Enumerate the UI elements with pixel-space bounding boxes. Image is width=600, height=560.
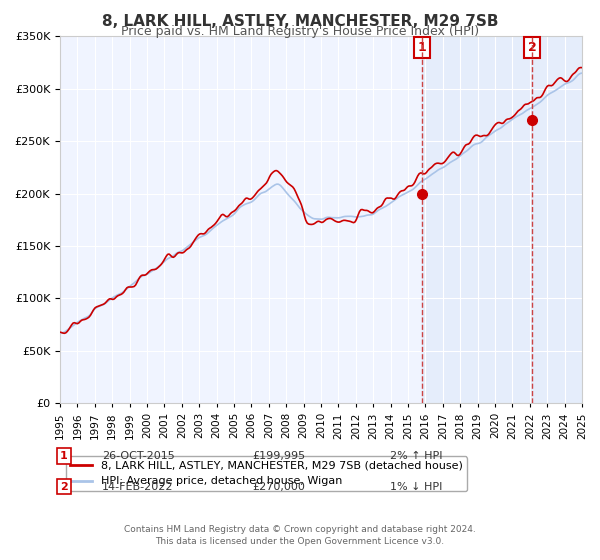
8, LARK HILL, ASTLEY, MANCHESTER, M29 7SB (detached house) <box>578 64 586 71</box>
Text: 2% ↑ HPI: 2% ↑ HPI <box>390 451 443 461</box>
8, LARK HILL, ASTLEY, MANCHESTER, M29 7SB (detached house) <box>122 286 129 293</box>
Text: 2: 2 <box>60 482 68 492</box>
Text: 8, LARK HILL, ASTLEY, MANCHESTER, M29 7SB: 8, LARK HILL, ASTLEY, MANCHESTER, M29 7S… <box>102 14 498 29</box>
Text: 1% ↓ HPI: 1% ↓ HPI <box>390 482 442 492</box>
HPI: Average price, detached house, Wigan: (2e+03, 6.7e+04): Average price, detached house, Wigan: (2… <box>56 330 64 337</box>
Text: Contains HM Land Registry data © Crown copyright and database right 2024.
This d: Contains HM Land Registry data © Crown c… <box>124 525 476 546</box>
Text: 26-OCT-2015: 26-OCT-2015 <box>102 451 175 461</box>
8, LARK HILL, ASTLEY, MANCHESTER, M29 7SB (detached house) <box>231 207 238 214</box>
Text: 1: 1 <box>418 41 427 54</box>
8, LARK HILL, ASTLEY, MANCHESTER, M29 7SB (detached house) <box>577 64 584 71</box>
Bar <box>422 36 582 403</box>
Text: Price paid vs. HM Land Registry's House Price Index (HPI): Price paid vs. HM Land Registry's House … <box>121 25 479 38</box>
Line: HPI: Average price, detached house, Wigan: HPI: Average price, detached house, Wiga… <box>60 73 582 333</box>
Text: £199,995: £199,995 <box>252 451 305 461</box>
Text: 1: 1 <box>60 451 68 461</box>
HPI: Average price, detached house, Wigan: (2e+03, 1.69e+05): Average price, detached house, Wigan: (2… <box>212 223 219 230</box>
8, LARK HILL, ASTLEY, MANCHESTER, M29 7SB (detached house) <box>56 329 64 335</box>
8, LARK HILL, ASTLEY, MANCHESTER, M29 7SB (detached house) <box>239 198 247 205</box>
8, LARK HILL, ASTLEY, MANCHESTER, M29 7SB (detached house) <box>286 181 293 188</box>
Text: 2: 2 <box>527 41 536 54</box>
HPI: Average price, detached house, Wigan: (2.02e+03, 2.97e+05): Average price, detached house, Wigan: (2… <box>550 88 557 95</box>
Legend: 8, LARK HILL, ASTLEY, MANCHESTER, M29 7SB (detached house), HPI: Average price, : 8, LARK HILL, ASTLEY, MANCHESTER, M29 7S… <box>65 456 467 491</box>
HPI: Average price, detached house, Wigan: (2.02e+03, 3.15e+05): Average price, detached house, Wigan: (2… <box>578 70 586 77</box>
HPI: Average price, detached house, Wigan: (2e+03, 1.8e+05): Average price, detached house, Wigan: (2… <box>229 212 236 218</box>
8, LARK HILL, ASTLEY, MANCHESTER, M29 7SB (detached house) <box>61 330 68 337</box>
HPI: Average price, detached house, Wigan: (2.01e+03, 1.99e+05): Average price, detached house, Wigan: (2… <box>284 192 292 198</box>
Text: 14-FEB-2022: 14-FEB-2022 <box>102 482 173 492</box>
HPI: Average price, detached house, Wigan: (2.01e+03, 1.88e+05): Average price, detached house, Wigan: (2… <box>238 203 245 209</box>
Text: £270,000: £270,000 <box>252 482 305 492</box>
8, LARK HILL, ASTLEY, MANCHESTER, M29 7SB (detached house) <box>551 80 558 86</box>
Line: 8, LARK HILL, ASTLEY, MANCHESTER, M29 7SB (detached house): 8, LARK HILL, ASTLEY, MANCHESTER, M29 7S… <box>60 68 582 333</box>
HPI: Average price, detached house, Wigan: (2e+03, 1.07e+05): Average price, detached house, Wigan: (2… <box>121 288 128 295</box>
8, LARK HILL, ASTLEY, MANCHESTER, M29 7SB (detached house) <box>214 218 221 225</box>
